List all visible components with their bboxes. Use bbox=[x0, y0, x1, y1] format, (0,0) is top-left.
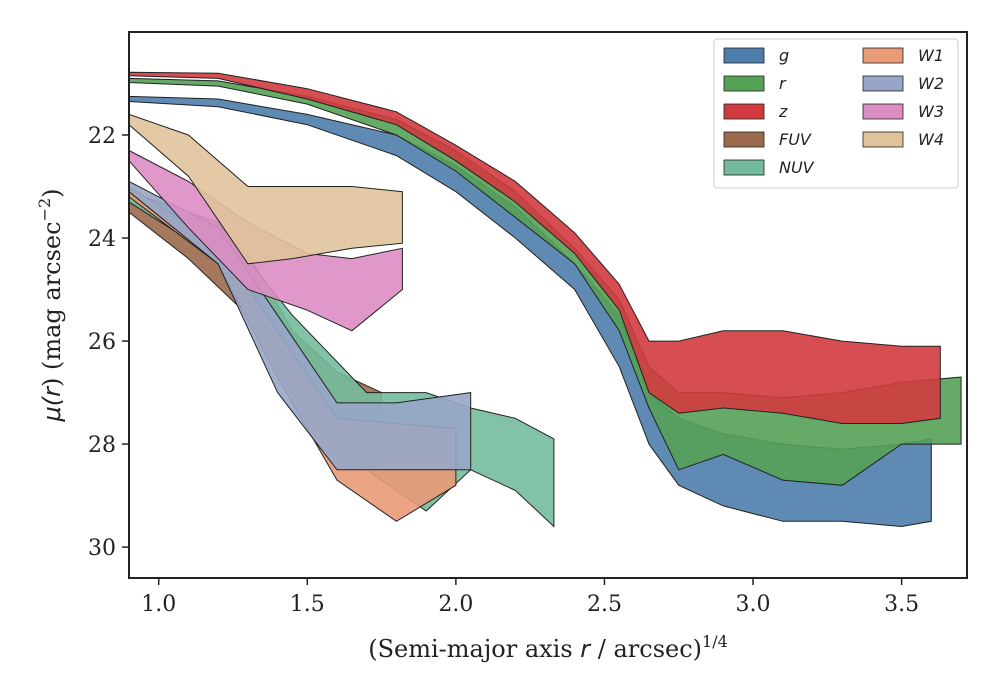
legend-swatch-w1 bbox=[862, 47, 904, 64]
y-axis-label-sup: −2 bbox=[35, 198, 54, 222]
legend-label-r: r bbox=[779, 74, 787, 93]
legend-label-fuv: FUV bbox=[779, 130, 812, 149]
y-tick-label: 24 bbox=[88, 227, 116, 252]
legend-label-w1: W1 bbox=[918, 46, 944, 65]
area-w4 bbox=[129, 113, 403, 265]
x-tick-label: 3.0 bbox=[736, 592, 771, 617]
x-axis-label-main: (Semi-major axis bbox=[368, 635, 580, 663]
legend-swatch-w2 bbox=[862, 75, 904, 92]
y-axis-label-main: μ( bbox=[38, 395, 66, 422]
y-tick-label: 28 bbox=[88, 433, 116, 458]
legend-label-w4: W4 bbox=[918, 130, 944, 149]
y-axis-label: μ(r) (mag arcsec−2) bbox=[35, 188, 66, 422]
x-tick-label: 1.5 bbox=[290, 592, 325, 617]
x-axis-label-sup: 1/4 bbox=[702, 632, 728, 651]
legend-label-nuv: NUV bbox=[779, 158, 815, 177]
y-tick-label: 26 bbox=[88, 330, 116, 355]
x-axis-label-tail: / arcsec) bbox=[590, 635, 702, 663]
legend-swatch-r bbox=[723, 75, 765, 92]
legend-label-w2: W2 bbox=[918, 74, 944, 93]
legend-label-w3: W3 bbox=[918, 102, 944, 121]
y-axis-label-close: ) bbox=[38, 188, 66, 197]
x-tick-label: 2.5 bbox=[587, 592, 622, 617]
legend-swatch-w4 bbox=[862, 131, 904, 148]
area-z bbox=[129, 71, 941, 424]
x-tick-label: 3.5 bbox=[884, 592, 919, 617]
legend-label-z: z bbox=[778, 102, 788, 121]
legend: grz FUV NUV W1 W2 W3 W4 bbox=[713, 38, 959, 189]
y-axis: 22 24 26 28 30 bbox=[88, 124, 129, 561]
legend-swatch-nuv bbox=[723, 159, 765, 176]
legend-swatch-g bbox=[723, 47, 765, 64]
plot-frame bbox=[128, 31, 968, 579]
y-axis-label-var: r bbox=[38, 385, 66, 397]
x-axis-label: (Semi-major axis r / arcsec)1/4 bbox=[368, 632, 728, 663]
x-tick-label: 2.0 bbox=[438, 592, 473, 617]
y-tick-label: 30 bbox=[88, 536, 116, 561]
legend-label-g: g bbox=[779, 46, 789, 65]
legend-swatch-z bbox=[723, 103, 765, 120]
x-tick-label: 1.0 bbox=[141, 592, 176, 617]
x-axis-label-var: r bbox=[580, 635, 592, 663]
y-tick-label: 22 bbox=[88, 124, 116, 149]
legend-swatch-fuv bbox=[723, 131, 765, 148]
x-axis: 1.0 1.5 2.0 2.5 3.0 3.5 bbox=[141, 578, 919, 617]
legend-swatch-w3 bbox=[862, 103, 904, 120]
y-axis-label-tail: ) (mag arcsec bbox=[38, 221, 66, 387]
series-areas bbox=[129, 71, 962, 528]
